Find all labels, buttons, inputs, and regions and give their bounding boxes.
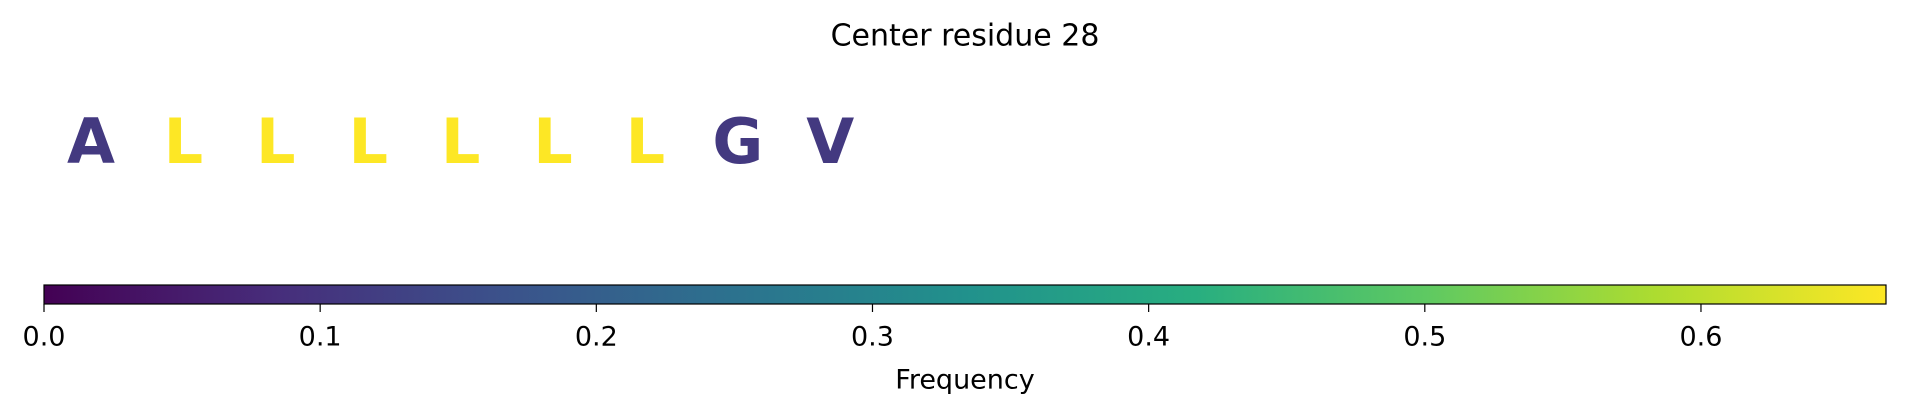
x-tick-label: 0.6 [1679, 322, 1722, 353]
residue: G [712, 105, 763, 178]
residue: L [256, 105, 296, 178]
colorbar [43, 284, 1887, 305]
chart-title: Center residue 28 [831, 19, 1100, 54]
x-tick-label: 0.5 [1403, 322, 1446, 353]
residue: L [533, 105, 573, 178]
x-axis-label: Frequency [895, 365, 1035, 396]
x-tick-label: 0.1 [299, 322, 342, 353]
residue: V [806, 105, 854, 178]
residue: A [67, 105, 115, 178]
residue: L [164, 105, 204, 178]
x-tick-label: 0.2 [575, 322, 618, 353]
x-tick-label: 0.4 [1127, 322, 1170, 353]
residue: L [348, 105, 388, 178]
residue: L [626, 105, 666, 178]
residue: L [441, 105, 481, 178]
x-tick-label: 0.3 [851, 322, 894, 353]
x-tick-label: 0.0 [23, 322, 66, 353]
